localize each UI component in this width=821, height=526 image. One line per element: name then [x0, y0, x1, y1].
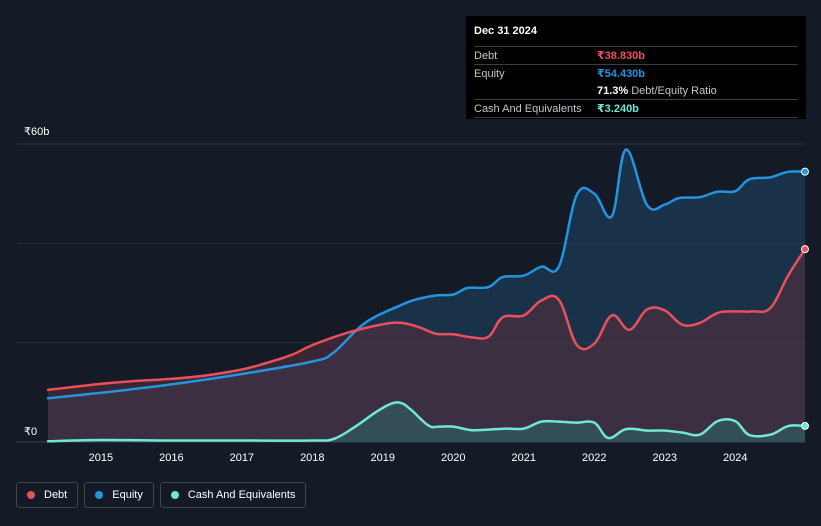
equity-end-marker: [801, 167, 809, 176]
tooltip-ratio-value: 71.3%: [597, 84, 629, 97]
x-tick-label: 2021: [512, 452, 536, 464]
tooltip-debt-value: ₹38.830b: [597, 50, 646, 62]
legend-cash-label: Cash And Equivalents: [187, 489, 296, 501]
x-tick-label: 2016: [159, 452, 183, 464]
x-tick-label: 2023: [652, 452, 676, 464]
legend-equity-label: Equity: [112, 489, 143, 501]
legend-item-debt[interactable]: Debt: [16, 482, 79, 508]
x-tick-label: 2019: [371, 452, 395, 464]
tooltip: Dec 31 2024 Debt ₹38.830b Equity ₹54.430…: [466, 16, 806, 119]
debt-area: [48, 249, 805, 442]
x-tick-label: 2017: [230, 452, 254, 464]
equity-line: [46, 148, 807, 400]
marker-layer: [801, 167, 809, 430]
x-tick-label: 2020: [441, 452, 465, 464]
tooltip-row-equity: Equity ₹54.430b: [474, 64, 798, 82]
legend-item-equity[interactable]: Equity: [84, 482, 154, 508]
tooltip-debt-label: Debt: [474, 49, 498, 62]
legend: Debt Equity Cash And Equivalents: [16, 482, 307, 508]
y-tick-label-top: ₹60b: [24, 126, 49, 138]
tooltip-cash-value: ₹3.240b: [597, 103, 639, 115]
line-layer: [46, 148, 807, 443]
x-tick-label: 2015: [89, 452, 113, 464]
cash-dot-icon: [170, 491, 179, 499]
tooltip-date: Dec 31 2024: [474, 25, 537, 37]
tooltip-row-cash: Cash And Equivalents ₹3.240b: [474, 99, 798, 118]
x-tick-label: 2022: [582, 452, 606, 464]
cash-and-equivalents-end-marker: [801, 421, 809, 430]
equity-dot-icon: [95, 491, 104, 499]
debt-line: [46, 247, 807, 392]
tooltip-equity-label: Equity: [474, 67, 505, 80]
tooltip-row-debt: Debt ₹38.830b: [474, 46, 798, 64]
cash-and-equivalents-line: [46, 401, 807, 443]
x-tick-label: 2018: [300, 452, 324, 464]
x-tick-label: 2024: [723, 452, 747, 464]
debt-dot-icon: [27, 491, 35, 499]
tooltip-row-ratio: 71.3% Debt/Equity Ratio: [474, 82, 798, 99]
area-layer: [48, 149, 805, 442]
legend-debt-label: Debt: [44, 489, 68, 501]
legend-item-cash[interactable]: Cash And Equivalents: [159, 482, 307, 508]
cash-and-equivalents-area: [48, 402, 805, 442]
label-layer: ₹60b ₹0 2015 2016 2017 2018 2019 2020 2021 2022…: [24, 126, 747, 464]
tooltip-ratio-label: Debt/Equity Ratio: [631, 84, 717, 97]
y-tick-label-bottom: ₹0: [24, 426, 37, 438]
tooltip-cash-label: Cash And Equivalents: [474, 102, 582, 115]
debt-end-marker: [801, 245, 809, 254]
tooltip-equity-value: ₹54.430b: [597, 68, 646, 80]
